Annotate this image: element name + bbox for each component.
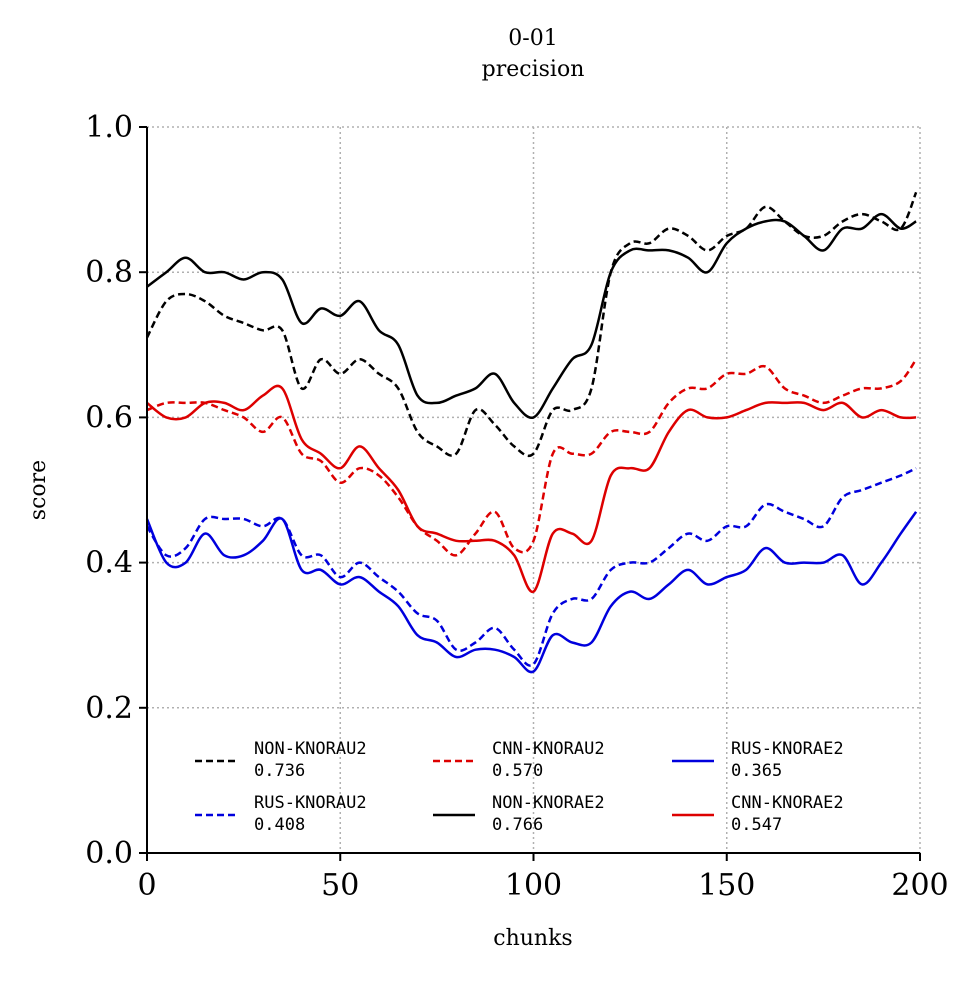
x-tick-label: 0 — [137, 868, 156, 903]
x-tick-label: 100 — [505, 868, 562, 903]
legend-score-cnn-knorau2: 0.570 — [492, 761, 543, 781]
chart-title: 0-01 — [508, 26, 557, 51]
y-axis-label: score — [26, 460, 51, 520]
legend-score-rus-knorae2: 0.365 — [731, 761, 782, 781]
y-tick-label: 0.2 — [85, 691, 133, 726]
legend-label-rus-knorau2: RUS-KNORAU2 — [254, 793, 367, 813]
x-tick-label: 50 — [321, 868, 359, 903]
series-lines — [145, 191, 918, 674]
legend-label-cnn-knorae2: CNN-KNORAE2 — [731, 793, 844, 813]
series-line-cnn-knorau2 — [146, 358, 918, 557]
series-line-cnn-knorae2 — [146, 384, 917, 593]
x-axis-label: chunks — [493, 926, 572, 951]
y-tick-label: 0.0 — [85, 836, 133, 871]
legend-label-non-knorae2: NON-KNORAE2 — [492, 793, 605, 813]
series-line-non-knorae2 — [146, 212, 917, 419]
legend-label-non-knorau2: NON-KNORAU2 — [254, 739, 367, 759]
legend-score-cnn-knorae2: 0.547 — [731, 815, 782, 835]
y-tick-label: 0.8 — [85, 255, 133, 290]
legend-label-cnn-knorau2: CNN-KNORAU2 — [492, 739, 605, 759]
x-tick-label: 200 — [891, 868, 948, 903]
legend-label-rus-knorae2: RUS-KNORAE2 — [731, 739, 844, 759]
legend-score-rus-knorau2: 0.408 — [254, 815, 305, 835]
y-tick-label: 0.6 — [85, 400, 133, 435]
series-line-rus-knorau2 — [145, 467, 917, 667]
y-tick-label: 0.4 — [85, 546, 133, 581]
legend-score-non-knorau2: 0.736 — [254, 761, 305, 781]
legend-score-non-knorae2: 0.766 — [492, 815, 543, 835]
y-tick-label: 1.0 — [85, 110, 133, 145]
chart-subtitle: precision — [482, 57, 585, 82]
ticks: 0.0 0.2 0.4 0.6 0.8 1.0 0 50 100 150 200 — [85, 110, 948, 903]
series-line-rus-knorae2 — [145, 511, 918, 674]
x-tick-label: 150 — [698, 868, 755, 903]
